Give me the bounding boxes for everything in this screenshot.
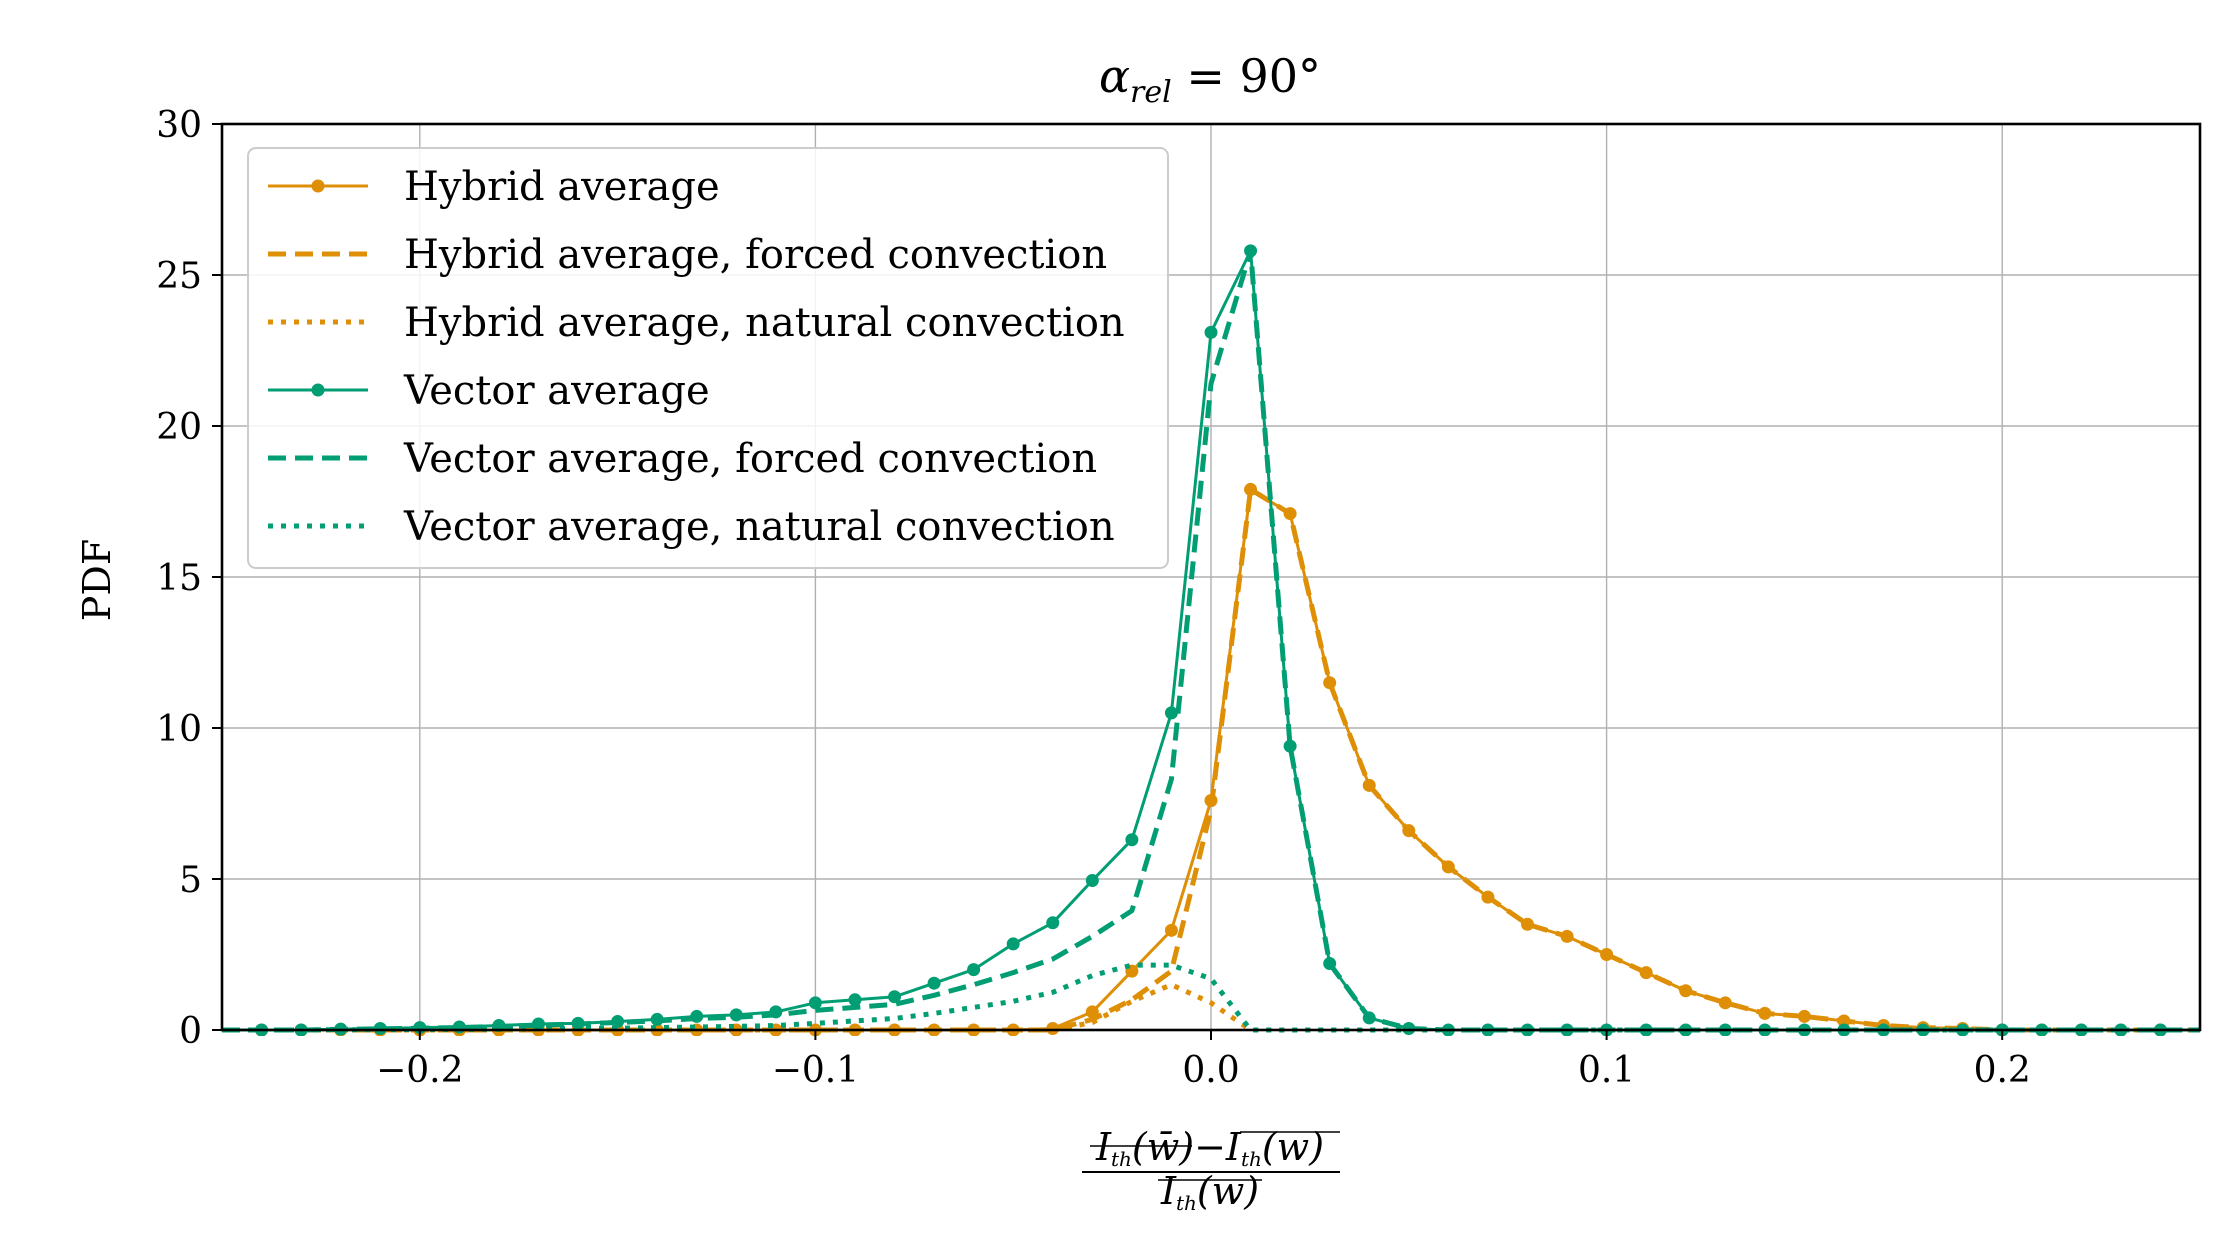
legend-entry-0: Hybrid average [268,164,720,210]
data-point [1323,957,1337,971]
legend-label: Hybrid average, natural convection [404,300,1125,346]
y-tick-label: 0 [179,1011,202,1052]
data-point [1520,917,1534,931]
x-tick-label: −0.2 [376,1050,463,1091]
y-axis-label: PDF [75,539,119,621]
x-axis-label-denominator: Ith(w) [1160,1169,1259,1215]
data-point [1164,923,1178,937]
y-tick-label: 5 [179,860,202,901]
x-axis-label: Ith(w̄)−Ith(w) Ith(w) [1082,1125,1340,1215]
data-point [1481,890,1495,904]
data-point [1283,739,1297,753]
data-point [650,1012,664,1026]
data-point [373,1021,387,1035]
data-point [1046,1021,1060,1035]
legend-entry-2: Hybrid average, natural convection [268,300,1125,346]
legend-entry-4: Vector average, forced convection [268,436,1097,482]
data-point [729,1008,743,1022]
legend-label: Vector average [403,368,710,414]
y-axis-ticks: 0 5 10 15 20 25 30 [156,105,222,1052]
x-tick-label: 0.1 [1578,1050,1635,1091]
data-point [1244,482,1258,496]
y-tick-label: 20 [156,407,202,448]
data-point [1204,793,1218,807]
legend-box [247,147,1169,569]
legend-label: Hybrid average [404,164,720,210]
y-tick-label: 25 [156,256,202,297]
data-point [571,1016,585,1030]
legend-label: Hybrid average, forced convection [404,232,1107,278]
legend-entry-3: Vector average [268,368,710,414]
data-point [808,996,822,1010]
data-point [1006,937,1020,951]
data-point [1323,676,1337,690]
data-point [1362,1011,1376,1025]
x-tick-label: 0.2 [1974,1050,2031,1091]
y-tick-label: 15 [156,558,202,599]
data-point [1402,1021,1416,1035]
x-tick-label: 0.0 [1182,1050,1239,1091]
y-tick-label: 10 [156,709,202,750]
data-point [1362,778,1376,792]
legend-entry-5: Vector average, natural convection [268,504,1115,550]
data-point [690,1009,704,1023]
data-point [1164,706,1178,720]
data-point [1639,966,1653,980]
legend-marker [311,383,325,397]
legend: Hybrid average Hybrid average, forced con… [247,147,1169,569]
data-point [848,993,862,1007]
legend-label: Vector average, natural convection [403,504,1115,550]
data-point [769,1005,783,1019]
legend-label: Vector average, forced convection [403,436,1097,482]
chart-title: αrel = 90° [1099,49,1321,110]
data-point [1283,507,1297,521]
data-point [452,1020,466,1034]
data-point [1085,874,1099,888]
data-point [1560,929,1574,943]
data-point [1402,824,1416,838]
data-point [1718,996,1732,1010]
data-point [1125,833,1139,847]
data-point [1441,860,1455,874]
x-axis-ticks: −0.2 −0.1 0.0 0.1 0.2 [376,1030,2031,1091]
data-point [1600,948,1614,961]
data-point [1797,1009,1811,1023]
x-tick-label: −0.1 [772,1050,859,1091]
data-point [1837,1014,1851,1028]
legend-entry-1: Hybrid average, forced convection [268,232,1107,278]
data-point [1204,325,1218,339]
data-point [531,1017,545,1031]
data-point [1046,916,1060,930]
data-point [967,963,981,977]
data-point [1244,244,1258,258]
y-tick-label: 30 [156,105,202,146]
data-point [888,990,902,1004]
data-point [1679,984,1693,998]
data-point [1758,1006,1772,1020]
data-point [927,976,941,990]
data-point [1085,1005,1099,1019]
legend-marker [311,179,325,193]
data-point [611,1015,625,1029]
